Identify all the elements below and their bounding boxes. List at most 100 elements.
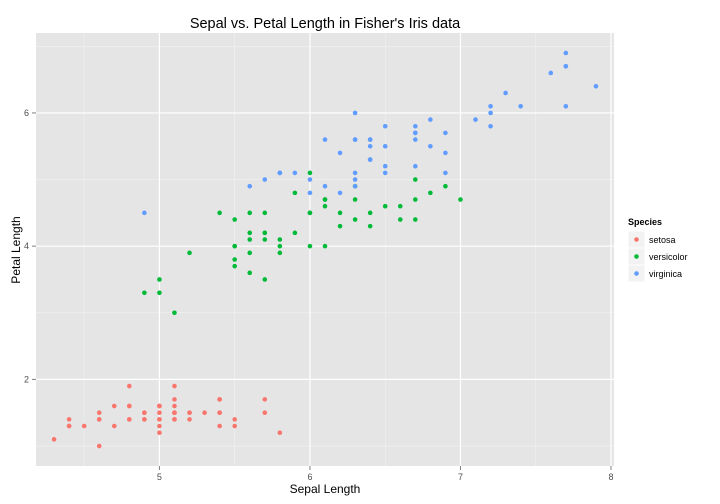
- data-point-versicolor: [428, 190, 433, 196]
- legend-title: Species: [628, 217, 662, 227]
- data-point-setosa: [127, 403, 132, 409]
- data-point-versicolor: [157, 290, 162, 296]
- legend: Species setosa versicolor virginica: [627, 217, 688, 283]
- data-point-versicolor: [232, 243, 237, 249]
- data-point-setosa: [111, 423, 117, 429]
- data-point-setosa: [157, 423, 162, 429]
- x-axis-ticks: 5 6 7 8: [157, 466, 613, 482]
- data-point-setosa: [142, 410, 147, 416]
- data-point-virginica: [337, 150, 343, 156]
- data-point-setosa: [157, 430, 162, 435]
- data-point-setosa: [172, 417, 177, 422]
- data-point-versicolor: [232, 263, 237, 269]
- data-point-setosa: [66, 417, 72, 422]
- data-point-setosa: [262, 397, 268, 402]
- data-point-virginica: [337, 190, 343, 196]
- data-point-versicolor: [322, 197, 328, 202]
- data-point-setosa: [111, 403, 117, 409]
- data-point-virginica: [443, 170, 448, 176]
- data-point-virginica: [322, 137, 328, 142]
- data-point-versicolor: [413, 197, 418, 202]
- data-point-setosa: [66, 423, 72, 429]
- data-point-setosa: [51, 437, 57, 442]
- data-point-versicolor: [262, 210, 268, 216]
- x-tick-label: 7: [458, 472, 463, 482]
- data-point-virginica: [352, 183, 358, 189]
- data-point-setosa: [202, 410, 207, 416]
- y-tick-label: 6: [24, 108, 29, 118]
- data-point-setosa: [142, 417, 147, 422]
- y-axis-ticks: 2 4 6: [24, 108, 36, 384]
- data-point-versicolor: [172, 310, 177, 316]
- data-point-virginica: [367, 143, 373, 149]
- data-point-setosa: [172, 410, 177, 416]
- data-point-virginica: [593, 83, 599, 89]
- data-point-virginica: [488, 103, 493, 109]
- data-point-virginica: [443, 130, 448, 136]
- data-point-versicolor: [187, 250, 192, 256]
- data-point-virginica: [352, 170, 358, 176]
- data-point-setosa: [81, 423, 87, 429]
- data-point-versicolor: [337, 223, 343, 229]
- data-point-versicolor: [352, 217, 358, 222]
- data-point-versicolor: [307, 243, 313, 249]
- data-point-virginica: [563, 103, 569, 109]
- data-point-setosa: [187, 410, 192, 416]
- data-point-virginica: [503, 90, 508, 96]
- x-tick-label: 6: [307, 472, 312, 482]
- data-point-setosa: [277, 430, 283, 435]
- y-tick-label: 4: [24, 241, 29, 251]
- data-point-versicolor: [367, 210, 373, 216]
- data-point-versicolor: [382, 203, 388, 209]
- data-point-versicolor: [217, 210, 222, 216]
- legend-swatch-versicolor: [634, 254, 639, 259]
- data-point-virginica: [563, 50, 569, 56]
- data-point-virginica: [548, 70, 554, 76]
- data-point-virginica: [382, 170, 388, 176]
- data-point-setosa: [172, 383, 177, 389]
- data-point-virginica: [292, 170, 298, 176]
- data-point-versicolor: [232, 257, 237, 262]
- data-point-setosa: [96, 410, 102, 416]
- data-point-virginica: [367, 137, 373, 142]
- data-point-versicolor: [247, 250, 253, 256]
- legend-items: setosa versicolor virginica: [627, 230, 688, 283]
- data-point-setosa: [172, 397, 177, 402]
- data-point-setosa: [217, 397, 222, 402]
- data-point-versicolor: [413, 177, 418, 182]
- legend-label-virginica: virginica: [649, 269, 682, 279]
- data-point-virginica: [382, 143, 388, 149]
- data-point-versicolor: [247, 270, 253, 276]
- legend-swatch-setosa: [634, 237, 639, 242]
- data-point-virginica: [413, 163, 418, 169]
- data-point-setosa: [217, 423, 222, 429]
- chart-title: Sepal vs. Petal Length in Fisher's Iris …: [190, 16, 461, 32]
- data-point-versicolor: [337, 210, 343, 216]
- data-point-versicolor: [322, 243, 328, 249]
- data-point-versicolor: [277, 237, 283, 242]
- data-point-virginica: [352, 177, 358, 182]
- data-point-versicolor: [247, 237, 253, 242]
- data-point-versicolor: [352, 197, 358, 202]
- data-point-versicolor: [247, 230, 253, 236]
- legend-swatch-virginica: [634, 271, 639, 276]
- data-point-versicolor: [247, 210, 253, 216]
- data-point-virginica: [563, 64, 569, 69]
- data-point-virginica: [307, 177, 313, 182]
- data-point-virginica: [518, 103, 523, 109]
- data-point-virginica: [367, 157, 373, 162]
- data-point-virginica: [413, 137, 418, 142]
- data-point-versicolor: [413, 217, 418, 222]
- data-point-setosa: [157, 403, 162, 409]
- data-point-setosa: [187, 417, 192, 422]
- data-point-versicolor: [458, 197, 463, 202]
- legend-label-setosa: setosa: [649, 235, 676, 245]
- data-point-setosa: [172, 403, 177, 409]
- data-point-virginica: [142, 210, 147, 216]
- data-point-setosa: [127, 383, 132, 389]
- data-point-versicolor: [157, 277, 162, 282]
- data-point-virginica: [352, 110, 358, 116]
- data-point-versicolor: [232, 217, 237, 222]
- data-point-virginica: [352, 137, 358, 142]
